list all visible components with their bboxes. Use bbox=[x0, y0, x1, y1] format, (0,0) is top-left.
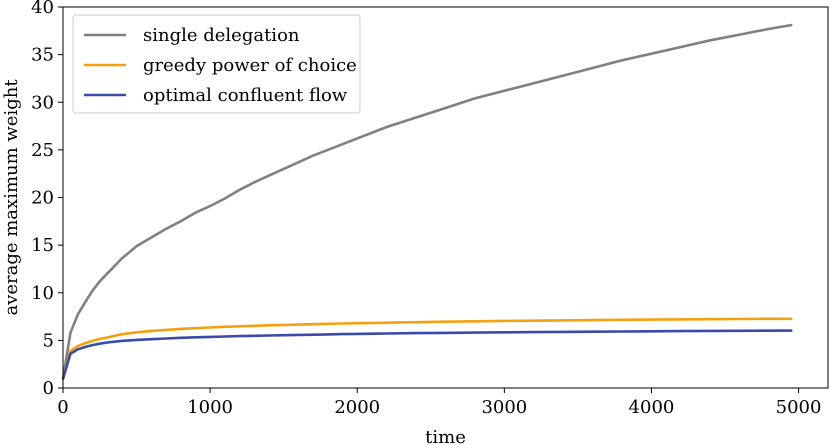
x-tick-label: 5000 bbox=[776, 397, 822, 418]
legend-items: single delegation greedy power of choice o… bbox=[84, 25, 357, 106]
x-tick-label: 3000 bbox=[481, 397, 527, 418]
x-tick-label: 4000 bbox=[629, 397, 675, 418]
x-tick-label: 1000 bbox=[187, 397, 233, 418]
legend-label-3: optimal confluent flow bbox=[143, 85, 348, 106]
legend-label-2: greedy power of choice bbox=[143, 55, 357, 76]
y-axis-label: average maximum weight bbox=[1, 79, 22, 316]
x-tick-label: 0 bbox=[57, 397, 68, 418]
series-line-2 bbox=[61, 317, 793, 380]
y-tick-label: 20 bbox=[31, 188, 54, 209]
legend-label-1: single delegation bbox=[143, 25, 300, 46]
x-axis-label: time bbox=[425, 427, 466, 445]
y-tick-label: 40 bbox=[31, 0, 54, 18]
y-tick-label: 5 bbox=[43, 330, 54, 351]
y-tick-label: 0 bbox=[43, 378, 54, 399]
y-tick-label: 10 bbox=[31, 283, 54, 304]
axes-layer: 0 1000 2000 3000 4000 5000 0 5 10 15 20 25 30 35 40 bbox=[31, 0, 821, 418]
series-layer bbox=[61, 23, 793, 380]
y-tick-label: 30 bbox=[31, 92, 54, 113]
y-tick-label: 35 bbox=[31, 45, 54, 66]
y-tick-label: 15 bbox=[31, 235, 54, 256]
legend-box bbox=[72, 14, 361, 114]
series-line-3 bbox=[61, 329, 793, 380]
y-tick-label: 25 bbox=[31, 140, 54, 161]
x-tick-label: 2000 bbox=[334, 397, 380, 418]
series-line-1 bbox=[61, 23, 793, 380]
legend: single delegation greedy power of choice o… bbox=[72, 14, 361, 114]
